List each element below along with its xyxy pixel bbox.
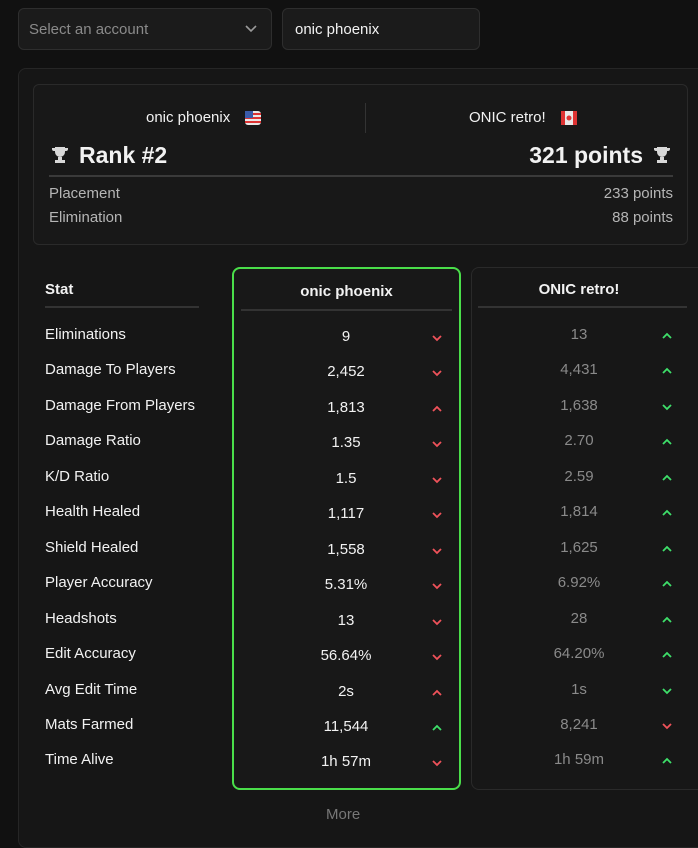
summary-label: Elimination [49,209,123,226]
trend-arrow [662,687,672,694]
player1-value: 1h 57m [320,753,372,771]
trend-arrow [432,654,442,661]
header-rule [241,309,452,311]
player1-value: 1.35 [331,434,361,452]
more-label: More [326,806,361,823]
rank: Rank #2 [79,142,168,168]
player1-value: 1,813 [327,398,365,416]
flag-us [245,111,261,125]
trend-arrow [662,651,672,658]
player2-value: 64.20% [553,645,605,663]
trend-arrow [432,583,442,590]
trend-arrow [662,545,672,552]
trend-arrow [662,404,672,411]
trend-arrow [432,724,442,731]
stat-name: Edit Accuracy [45,645,136,663]
divider [365,103,366,133]
flag-ca [561,111,577,125]
player2-name: ONIC retro! [469,109,546,126]
player2-value: 1,638 [560,396,598,414]
trend-arrow [662,332,672,339]
stat-name: Shield Healed [45,538,139,556]
trend-arrow [432,405,442,412]
player1-value: 1,558 [327,540,365,558]
trend-arrow [432,441,442,448]
player2-value: 13 [570,326,588,343]
search-value: onic phoenix [295,21,380,38]
player1-value: 56.64% [320,647,372,665]
header-rule [478,306,687,308]
player1-value: 2,452 [327,363,365,381]
stat-name: Health Healed [45,503,141,521]
summary-value: 88 points [612,209,673,226]
separator [49,175,673,177]
page: Select an account onic phoenix onic phoe… [18,8,698,848]
player1-name: onic phoenix [146,109,231,126]
summary-label: Placement [49,185,120,202]
summary-rows: Placement 233 points Elimination 88 points [49,185,673,233]
placeholder: Select an account [29,21,149,38]
points: 321 points [529,142,643,168]
more-button[interactable]: More [326,806,360,823]
player1-value: 2s [338,682,354,700]
player1-value: 5.31% [324,576,368,594]
trend-arrow [662,439,672,445]
player1-value: 1,117 [327,505,365,523]
trend-arrow [662,474,672,481]
header-player2: ONIC retro! [538,281,620,298]
stat-name: Headshots [45,609,117,627]
stat-name: Damage To Players [45,361,176,379]
player1-value: 9 [341,328,351,345]
player2-value: 6.92% [557,574,601,592]
stat-name: Eliminations [45,326,126,343]
player1-value: 11,544 [323,717,369,735]
trend-arrow [432,618,442,625]
trend-arrow [662,580,672,587]
player2-value: 1s [571,680,587,698]
trend-arrow [432,335,442,342]
trend-arrow [432,689,442,696]
trend-arrow [432,477,442,484]
player2-column [471,267,698,790]
trend-arrow [432,370,442,377]
search-input[interactable]: onic phoenix [282,8,480,50]
stat-name: Avg Edit Time [45,680,138,698]
trend-arrow [432,512,442,519]
stat-name: K/D Ratio [45,467,110,485]
stat-name: Damage Ratio [45,432,141,450]
player2-value: 28 [570,609,588,627]
summary-card: onic phoenix ONIC retro! Rank #2 321 poi… [33,84,688,245]
stat-name: Time Alive [45,751,114,769]
header-stat: Stat [45,281,74,298]
header-rule [45,306,199,308]
player1-column [232,267,461,790]
trend-arrow [662,758,672,765]
account-select[interactable]: Select an account [18,8,272,50]
chevron [245,25,257,33]
stats-table: Stat onic phoenix ONIC retro! Eliminations 9… [45,281,687,771]
trend-arrow [662,723,672,730]
stat-name: Player Accuracy [45,574,153,592]
player2-value: 1,814 [560,503,598,521]
trophy-icon [52,147,68,163]
trend-arrow [662,509,672,516]
player2-value: 1h 59m [553,751,605,769]
player2-value: 2.59 [564,467,594,485]
summary-value: 233 points [603,185,673,202]
trend-arrow [432,760,442,767]
player2-value: 1,625 [560,538,598,556]
player2-value: 8,241 [560,715,598,733]
trophy-icon [654,147,670,163]
player1-value: 13 [337,611,355,629]
trend-arrow [662,368,672,375]
trend-arrow [662,616,672,623]
header-player1: onic phoenix [300,283,393,300]
trend-arrow [432,548,442,554]
player2-value: 2.70 [564,432,594,450]
player1-value: 1.5 [335,469,357,487]
stat-name: Mats Farmed [45,715,134,733]
player2-value: 4,431 [560,361,598,379]
stat-name: Damage From Players [45,396,196,414]
